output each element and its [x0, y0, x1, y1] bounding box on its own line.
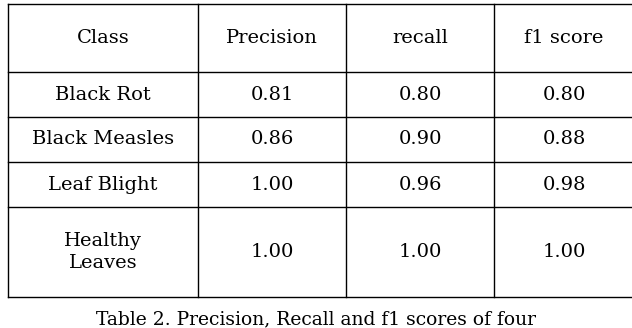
Text: 0.98: 0.98: [542, 175, 586, 194]
Text: 1.00: 1.00: [250, 243, 294, 261]
Text: 0.86: 0.86: [250, 131, 294, 149]
Text: 0.90: 0.90: [398, 131, 442, 149]
Text: 0.80: 0.80: [542, 86, 586, 104]
Text: 0.81: 0.81: [250, 86, 294, 104]
Text: f1 score: f1 score: [525, 29, 604, 47]
Text: Leaf Blight: Leaf Blight: [48, 175, 158, 194]
Text: Healthy
Leaves: Healthy Leaves: [64, 232, 142, 272]
Text: 1.00: 1.00: [542, 243, 586, 261]
Text: 1.00: 1.00: [398, 243, 442, 261]
Text: 0.96: 0.96: [398, 175, 442, 194]
Text: Precision: Precision: [226, 29, 318, 47]
Text: Table 2. Precision, Recall and f1 scores of four: Table 2. Precision, Recall and f1 scores…: [96, 310, 536, 328]
Text: Class: Class: [76, 29, 130, 47]
Text: Black Rot: Black Rot: [55, 86, 151, 104]
Text: 0.88: 0.88: [542, 131, 586, 149]
Text: Black Measles: Black Measles: [32, 131, 174, 149]
Text: 0.80: 0.80: [398, 86, 442, 104]
Text: 1.00: 1.00: [250, 175, 294, 194]
Text: recall: recall: [392, 29, 448, 47]
